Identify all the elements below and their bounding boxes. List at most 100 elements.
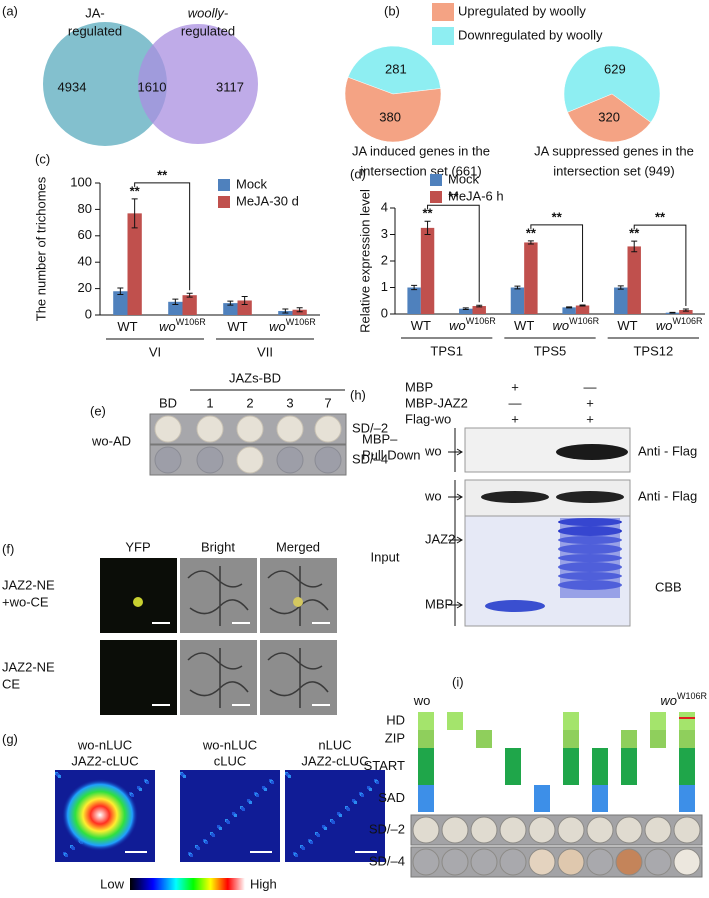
bar [168,301,183,315]
group-label: VI [149,344,161,359]
yeast-spot [236,415,264,443]
antibody-label: Anti - Flag [638,443,697,458]
noise [324,827,327,830]
x-tick-label: WT [117,319,137,334]
error-bar [186,292,193,298]
x-tick-label-sup: W106R [672,316,703,326]
cell-outline [187,566,249,626]
yeast-spot [615,816,643,844]
bar [627,246,641,314]
noise [131,794,134,797]
domain-block [679,748,695,785]
domain-block [679,785,695,812]
column-label: 1 [206,395,213,410]
noise [271,781,274,784]
cell-outline [187,648,249,708]
error-bar [566,306,573,309]
domain-block [621,730,637,748]
blot-band [556,491,624,503]
x-tick-label-base: WT [227,319,247,334]
band-arrow [448,536,463,544]
yfp-signal [293,597,303,607]
domain-block [418,712,434,730]
domain-block [418,730,434,748]
yeast-spot [441,816,469,844]
bar [113,291,128,315]
panel-label: (c) [35,151,50,166]
row-label: wo-AD [91,433,131,448]
x-tick-label: WT [411,318,431,333]
set-name: regulated [68,23,122,38]
noise [146,781,149,784]
gel-smear [560,518,620,598]
bar [575,305,590,314]
x-tick-label: woW106R [269,317,316,334]
condition-label: MBP [405,379,433,394]
panel-label: (f) [2,541,14,556]
x-tick-label-base: wo [269,319,286,334]
significance-bracket [427,204,480,303]
blot-band [481,491,549,503]
legend-label: MeJA-30 d [236,193,299,208]
bar [127,213,142,315]
pie-slice [344,76,442,143]
y-tick-label: 40 [78,254,92,269]
significance-bracket [633,224,687,306]
color-scale [130,878,245,890]
bar [223,303,238,315]
slice-label: 629 [604,62,626,77]
legend-swatch [430,174,442,186]
noise [332,821,335,824]
yeast-spot [154,446,182,474]
pull-down-label: MBP– [362,431,398,446]
panel-label: (h) [350,387,366,402]
y-tick-label: 0 [85,306,92,321]
significance: ** [629,226,640,241]
bar [237,300,252,315]
pull-down-label: Pull Down [362,447,421,462]
yeast-spot [314,415,342,443]
y-tick-label: 60 [78,227,92,242]
y-tick-label: 4 [381,199,388,214]
yeast-spot [615,848,643,876]
y-tick-label: 3 [381,226,388,241]
set-count: 4934 [58,79,87,94]
band-label: MBP [425,596,453,611]
noise [310,841,313,844]
panel-label: (a) [2,3,18,18]
yeast-spot [412,816,440,844]
domain-block [505,748,521,785]
y-tick-label: 1 [381,279,388,294]
cell-outline [267,648,329,708]
y-tick-label: 100 [70,174,92,189]
domain-label: ZIP [385,730,405,745]
pie-slice [567,93,652,143]
yeast-spot [528,848,556,876]
significance: ** [157,167,168,182]
bar [524,242,538,314]
domain-block [621,748,637,785]
column-label: 3 [286,395,293,410]
panel-label: (e) [90,403,106,418]
yeast-spot [586,816,614,844]
bar [292,309,307,315]
noise [369,788,372,791]
lane-sign: + [511,379,519,394]
significance: ** [130,183,141,198]
yeast-spot [276,446,304,474]
legend-label: Downregulated by woolly [458,27,603,42]
slice-label: 281 [385,62,407,77]
bar [614,287,628,314]
x-tick-label: woW106R [656,316,703,333]
lane-sign: — [584,379,597,394]
venn-set [43,22,167,146]
luminescence-image [285,770,385,862]
error-bar [462,307,469,310]
noise [183,775,186,778]
noise [256,794,259,797]
band-arrow [448,448,463,456]
x-tick-label-base: WT [514,318,534,333]
column-label: nLUC [318,737,351,752]
noise [302,847,305,850]
